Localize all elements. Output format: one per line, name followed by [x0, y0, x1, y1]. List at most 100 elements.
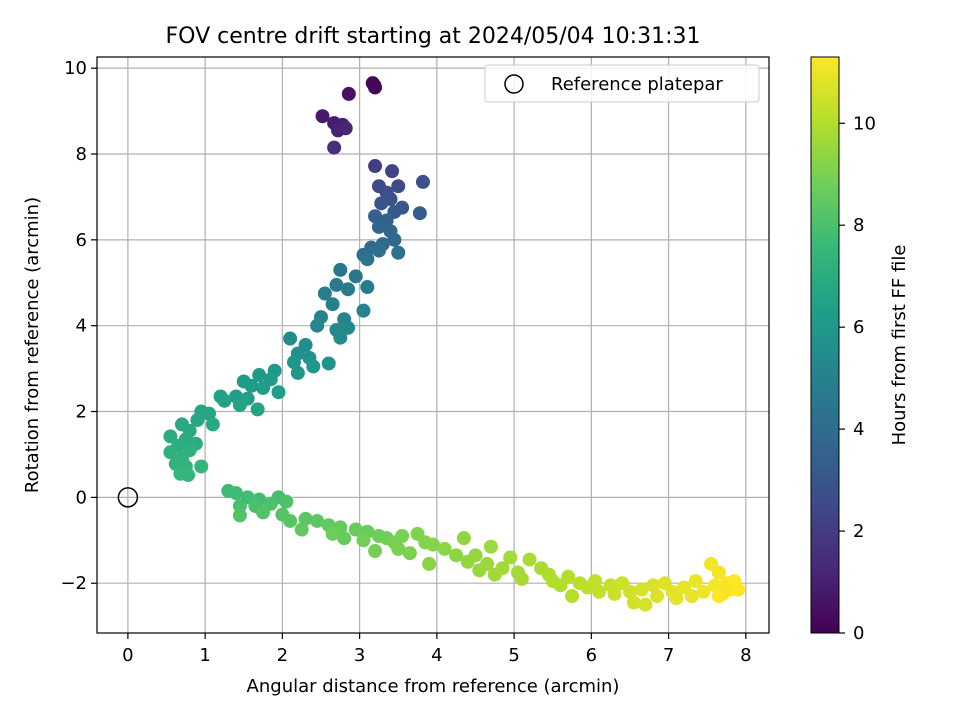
- data-point: [338, 121, 353, 136]
- data-point: [294, 522, 309, 537]
- data-point: [279, 494, 294, 509]
- data-point: [622, 584, 637, 599]
- data-point: [468, 548, 483, 563]
- data-point: [426, 537, 440, 552]
- reference-platepar-marker: [117, 487, 139, 508]
- x-tick-label: 6: [586, 645, 597, 666]
- y-tick-label: 2: [76, 402, 87, 423]
- legend: Reference platepar: [484, 64, 760, 103]
- y-tick-label: 6: [76, 230, 87, 251]
- data-point: [310, 318, 325, 333]
- data-point: [356, 533, 371, 548]
- data-point: [368, 80, 383, 95]
- x-tick-label: 7: [663, 645, 674, 666]
- data-point: [229, 486, 244, 501]
- x-tick-label: 2: [277, 645, 288, 666]
- data-point: [374, 196, 389, 211]
- data-point: [163, 445, 178, 460]
- data-point: [688, 574, 703, 589]
- data-point: [317, 286, 332, 301]
- data-point: [213, 389, 228, 404]
- data-point: [190, 413, 205, 428]
- data-point: [310, 513, 325, 528]
- data-point: [290, 365, 305, 380]
- data-point: [514, 571, 529, 586]
- x-tick-label: 8: [740, 645, 751, 666]
- data-point: [385, 164, 400, 179]
- y-axis-ticks: −2 0 2 4 6 8 10: [60, 58, 97, 594]
- data-point: [244, 378, 259, 393]
- data-point: [412, 206, 427, 221]
- data-point: [638, 597, 653, 612]
- data-point: [684, 589, 699, 604]
- data-point: [298, 511, 313, 526]
- data-point: [395, 528, 410, 543]
- data-point: [321, 356, 336, 371]
- data-point: [348, 522, 363, 537]
- data-point: [283, 331, 298, 346]
- data-point: [181, 468, 196, 483]
- data-point: [283, 513, 298, 528]
- data-point: [348, 269, 363, 284]
- data-point: [495, 561, 510, 576]
- data-point: [561, 569, 576, 584]
- plot-frame: [96, 56, 770, 634]
- x-tick-label: 4: [431, 645, 442, 666]
- data-point: [356, 303, 371, 318]
- data-point: [634, 582, 649, 597]
- data-point: [503, 550, 518, 565]
- y-tick-label: −2: [60, 573, 87, 594]
- data-point: [337, 531, 352, 546]
- data-point: [480, 556, 495, 571]
- data-point: [333, 262, 348, 277]
- data-point: [588, 574, 603, 589]
- x-axis-label: Angular distance from reference (arcmin): [247, 676, 620, 697]
- data-point: [483, 539, 498, 554]
- data-point: [456, 531, 471, 546]
- colorbar: 0 2 4 6 8 10 Hours from first FF file: [810, 56, 910, 644]
- colorbar-tick-label: 4: [853, 419, 864, 440]
- legend-reference-marker: [504, 74, 524, 94]
- data-points: [163, 76, 746, 612]
- data-point: [449, 548, 464, 563]
- x-tick-label: 5: [508, 645, 519, 666]
- data-point: [256, 380, 271, 395]
- colorbar-ticks: 0 2 4 6 8 10: [839, 113, 876, 644]
- y-tick-label: 8: [76, 144, 87, 165]
- data-point: [711, 589, 726, 604]
- reference-marker: [117, 487, 139, 508]
- legend-box: [484, 64, 760, 103]
- data-point: [437, 541, 452, 556]
- colorbar-label: Hours from first FF file: [889, 245, 910, 446]
- colorbar-tick-label: 2: [853, 521, 864, 542]
- data-point: [306, 359, 321, 374]
- y-axis-label: Rotation from reference (arcmin): [22, 197, 43, 493]
- data-point: [286, 355, 301, 370]
- data-point: [252, 368, 267, 383]
- data-point: [669, 591, 684, 606]
- data-point: [271, 385, 286, 400]
- data-point: [711, 565, 726, 580]
- colorbar-tick-label: 10: [853, 113, 876, 134]
- data-point: [422, 556, 437, 571]
- x-axis-ticks: 0 1 2 3 4 5 6 7 8: [122, 633, 752, 666]
- y-tick-label: 0: [76, 487, 87, 508]
- y-tick-label: 4: [76, 316, 87, 337]
- data-point: [368, 159, 383, 174]
- data-point: [391, 541, 406, 556]
- data-point: [333, 330, 348, 345]
- data-point: [329, 277, 344, 292]
- data-point: [565, 589, 580, 604]
- data-point: [387, 232, 402, 247]
- data-point: [368, 544, 383, 559]
- data-point: [325, 526, 340, 541]
- data-point: [232, 508, 247, 523]
- data-point: [402, 546, 417, 561]
- data-point: [368, 209, 383, 224]
- data-point: [327, 140, 342, 155]
- data-point: [607, 586, 622, 601]
- x-tick-label: 1: [199, 645, 210, 666]
- data-point: [325, 297, 340, 312]
